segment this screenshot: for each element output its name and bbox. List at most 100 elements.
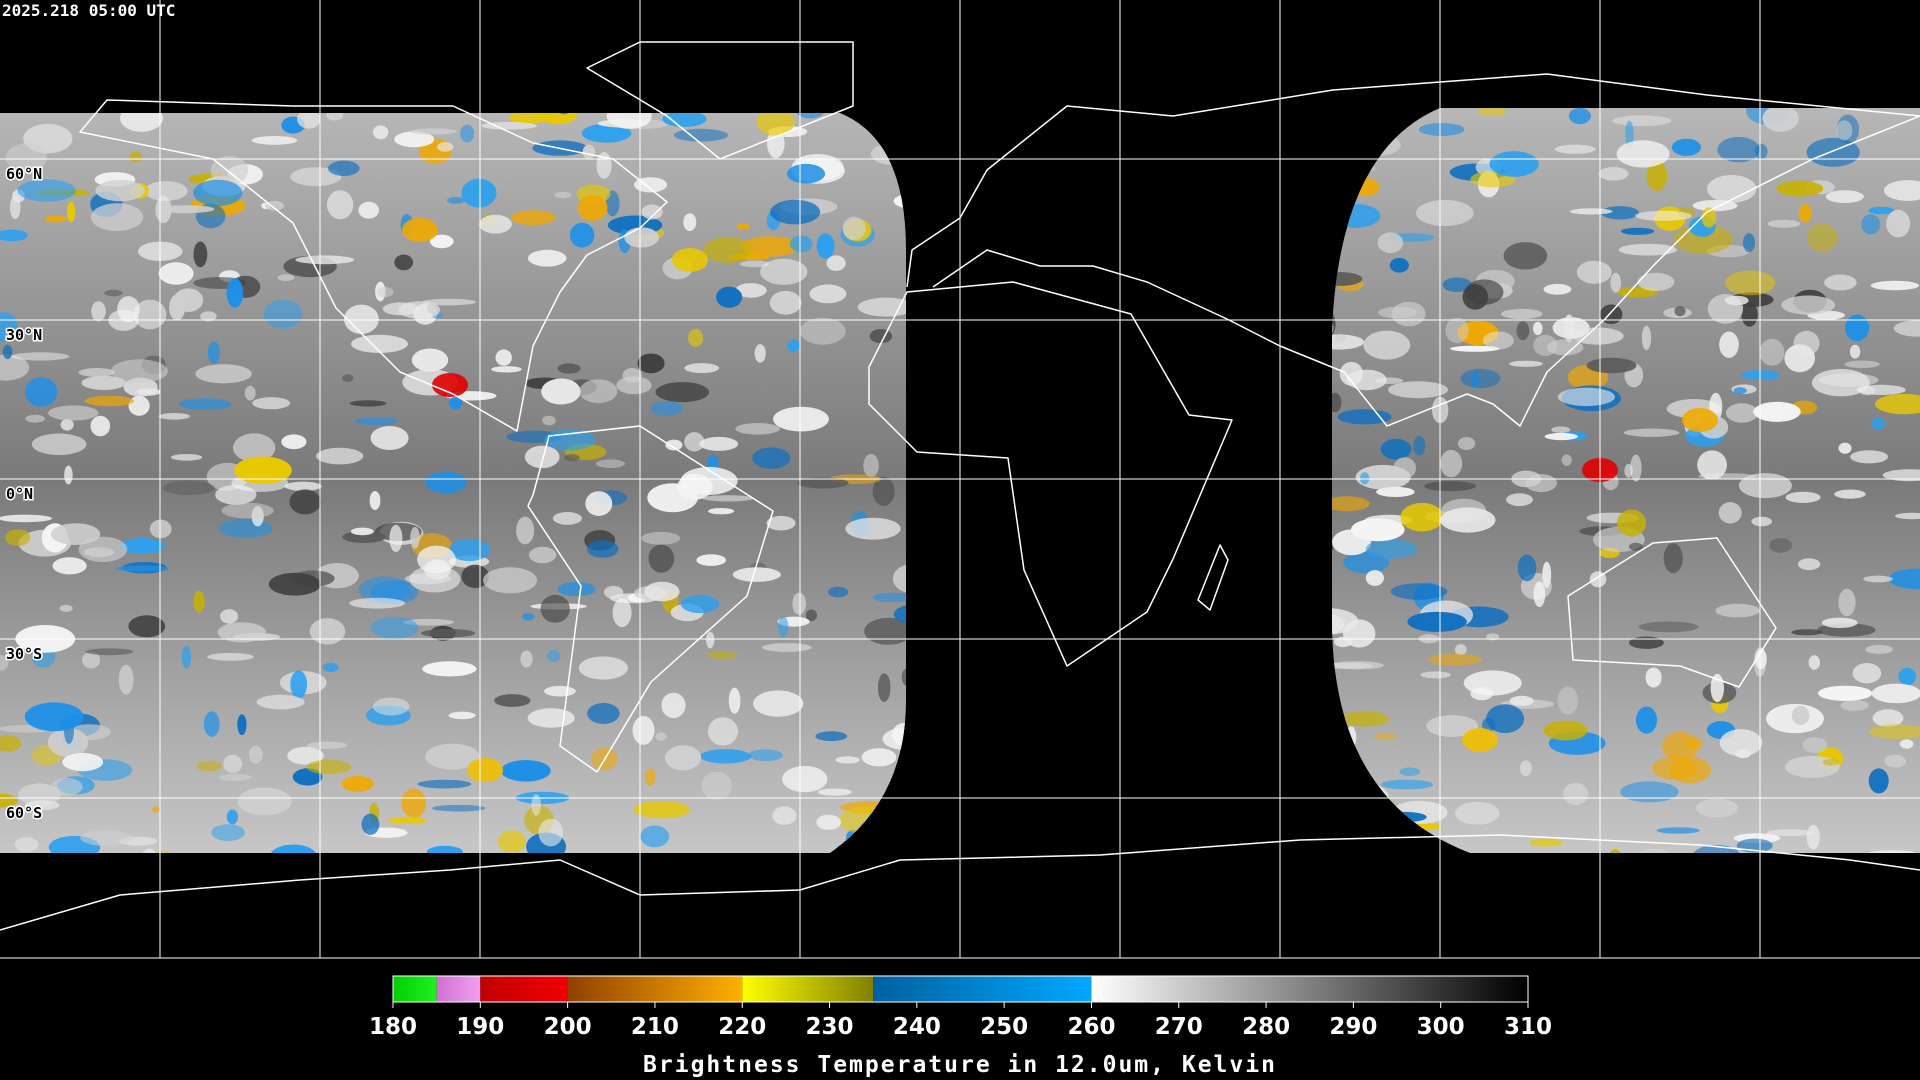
cloud — [769, 290, 802, 315]
cloud — [524, 445, 560, 469]
cloud — [226, 809, 238, 825]
cloud — [461, 564, 490, 588]
cloud — [341, 775, 374, 792]
cloud — [120, 538, 165, 555]
cloud — [149, 519, 172, 539]
cloud — [1377, 232, 1404, 254]
cloud — [1454, 644, 1467, 656]
cloud — [389, 524, 403, 553]
cloud — [1840, 700, 1869, 711]
latitude-label: 60°S — [6, 804, 42, 822]
cloud — [1870, 417, 1886, 430]
cloud — [1620, 781, 1679, 803]
cloud — [1629, 636, 1664, 649]
cloud — [170, 454, 203, 461]
cloud — [1791, 629, 1823, 636]
antarctica — [0, 834, 1920, 931]
cloud — [547, 649, 561, 663]
colorbar-segment — [567, 976, 743, 1002]
cloud — [481, 122, 537, 130]
cloud — [1616, 509, 1647, 537]
cloud — [1754, 143, 1768, 160]
cloud — [1651, 756, 1698, 780]
cloud — [448, 396, 463, 410]
cloud — [1489, 151, 1539, 177]
cloud — [322, 662, 339, 672]
cloud — [587, 702, 620, 724]
cloud — [748, 749, 783, 762]
cloud — [773, 406, 829, 432]
colorbar-segment — [1091, 976, 1528, 1002]
cloud — [1457, 437, 1476, 450]
cloud — [1375, 377, 1404, 385]
cloud — [633, 177, 668, 193]
cloud — [295, 255, 355, 265]
cloud — [1884, 754, 1907, 768]
cloud — [483, 567, 538, 594]
coastlines — [0, 41, 1920, 931]
cloud — [786, 163, 826, 184]
cloud — [0, 354, 30, 381]
cloud — [869, 329, 893, 344]
cloud — [460, 124, 475, 143]
cloud — [586, 540, 619, 558]
cloud — [64, 465, 73, 485]
cloud — [287, 746, 324, 765]
cloud — [233, 433, 276, 463]
cloud — [1442, 277, 1472, 293]
cloud — [0, 229, 28, 242]
cloud — [1663, 543, 1683, 574]
cloud — [1725, 403, 1758, 423]
cloud — [1533, 321, 1543, 336]
cloud — [1793, 330, 1820, 356]
cloud — [386, 817, 428, 824]
cloud — [1554, 144, 1596, 154]
colorbar-segment — [742, 976, 874, 1002]
cloud — [1612, 115, 1672, 127]
cloud — [425, 743, 480, 770]
cloud — [648, 544, 675, 573]
colorbar-tick-label: 200 — [544, 1014, 592, 1040]
cloud — [1725, 270, 1776, 296]
cloud — [527, 249, 567, 267]
cloud — [358, 201, 380, 219]
cloud — [792, 592, 806, 615]
cloud — [696, 554, 726, 566]
cloud — [673, 128, 729, 142]
cloud — [2, 344, 13, 360]
cloud — [612, 598, 632, 628]
cloud — [44, 215, 67, 223]
cloud — [136, 388, 161, 396]
cloud — [326, 110, 344, 121]
cloud — [540, 594, 570, 623]
cloud — [1849, 344, 1861, 359]
cloud — [766, 515, 796, 531]
cloud — [1380, 779, 1433, 790]
cloud — [1715, 603, 1760, 618]
storm — [1682, 408, 1718, 432]
cloud — [410, 128, 458, 135]
cloud — [129, 151, 143, 163]
cloud — [835, 756, 860, 764]
cloud — [78, 368, 116, 377]
cloud — [1685, 737, 1704, 750]
cloud — [110, 359, 168, 383]
cloud — [281, 434, 307, 450]
cloud — [491, 366, 522, 373]
cloud — [1753, 401, 1801, 422]
cloud — [1858, 385, 1876, 396]
cloud — [1360, 472, 1370, 485]
cloud — [1808, 655, 1821, 670]
cloud — [0, 514, 53, 523]
cloud — [787, 340, 801, 352]
cloud — [640, 825, 670, 848]
cloud — [181, 645, 191, 669]
cloud — [290, 167, 342, 187]
cloud — [193, 241, 208, 268]
cloud — [265, 200, 284, 211]
cloud — [1365, 570, 1384, 586]
colorbar-segment — [480, 976, 568, 1002]
cloud — [193, 590, 205, 613]
cloud — [760, 258, 808, 285]
cloud — [289, 489, 321, 515]
